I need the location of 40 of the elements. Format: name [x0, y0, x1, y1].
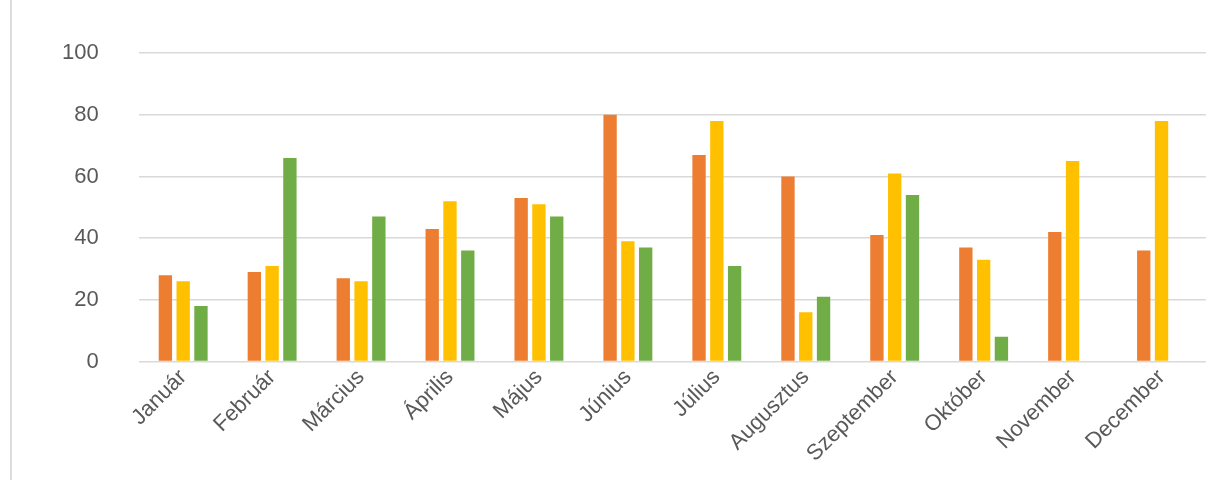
- bar: [799, 312, 813, 361]
- bar: [514, 198, 528, 361]
- y-tick-label: 80: [74, 100, 99, 126]
- bar: [621, 241, 635, 361]
- bar: [425, 228, 439, 361]
- y-tick-label: 60: [74, 162, 99, 188]
- bar: [443, 201, 457, 361]
- bar: [550, 216, 564, 361]
- bar: [870, 235, 884, 361]
- bar: [727, 265, 742, 361]
- bar: [994, 336, 1009, 361]
- y-tick-label: 20: [74, 285, 99, 311]
- bar: [710, 121, 724, 361]
- bar: [265, 265, 279, 361]
- bar: [639, 247, 653, 361]
- bar: [976, 259, 991, 361]
- bar: [283, 158, 297, 361]
- bar: [1065, 161, 1080, 361]
- bar: [336, 278, 350, 361]
- bar: [372, 216, 386, 361]
- bar: [816, 296, 831, 361]
- bar: [905, 195, 920, 361]
- bar: [176, 281, 190, 361]
- y-tick-label: 0: [86, 347, 99, 373]
- bar: [603, 114, 617, 361]
- bar: [354, 281, 368, 361]
- bar: [461, 250, 475, 361]
- bar: [158, 275, 173, 361]
- y-tick-label: 100: [61, 39, 99, 65]
- bar: [692, 154, 706, 361]
- y-tick-label: 40: [74, 224, 99, 250]
- bar: [247, 272, 261, 361]
- bar: [1048, 231, 1062, 361]
- bar: [194, 305, 208, 361]
- bar: [1137, 250, 1151, 361]
- bar: [1154, 121, 1169, 361]
- bar: [781, 176, 795, 361]
- bar: [532, 204, 546, 361]
- bar: [888, 173, 902, 361]
- bar: [959, 247, 973, 361]
